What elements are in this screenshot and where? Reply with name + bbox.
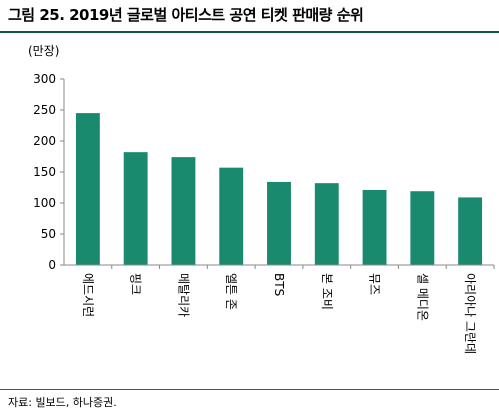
x-category-label: 핑크 [129, 273, 143, 295]
source-note: 자료: 빌보드, 하나증권. [8, 396, 117, 409]
x-category-label: 메탈리카 [176, 273, 190, 317]
chart-container: (만장) 0 50 100 150 200 250 300 에드시런 핑크 메탈리카 엘튼 존 BT… [0, 34, 499, 384]
x-category-label: BTS [272, 273, 286, 296]
bar [410, 191, 435, 265]
x-category-label: 셀 메디온 [415, 273, 429, 321]
bar [171, 157, 196, 265]
y-axis-ticks: 0 50 100 150 200 250 300 [33, 72, 64, 272]
x-category-label: 엘튼 존 [224, 273, 238, 310]
x-category-label: 뮤즈 [368, 273, 382, 295]
bar [314, 183, 339, 265]
bar-chart: (만장) 0 50 100 150 200 250 300 에드시런 핑크 메탈리카 엘튼 존 BT… [28, 44, 495, 354]
x-category-label: 아리아나 그란데 [463, 273, 477, 354]
y-tick-label: 150 [33, 165, 56, 179]
x-axis-labels: 에드시런 핑크 메탈리카 엘튼 존 BTS 본 조비 뮤즈 셀 메디온 아리아나 그란데 [81, 265, 495, 354]
bar [458, 197, 483, 265]
x-category-label: 본 조비 [320, 273, 334, 310]
bar [267, 181, 291, 265]
figure-title: 그림 25. 2019년 글로벌 아티스트 공연 티켓 판매량 순위 [8, 6, 364, 24]
bar [75, 113, 100, 265]
source-divider [0, 389, 499, 390]
figure-title-bar: 그림 25. 2019년 글로벌 아티스트 공연 티켓 판매량 순위 [0, 0, 499, 30]
bar [219, 167, 244, 265]
y-tick-label: 100 [33, 196, 56, 210]
y-tick-label: 250 [33, 103, 56, 117]
y-axis-unit-label: (만장) [28, 44, 59, 58]
y-tick-label: 0 [48, 258, 56, 272]
y-tick-label: 200 [33, 134, 56, 148]
bars-group [75, 113, 483, 265]
y-tick-label: 50 [41, 227, 56, 241]
title-divider [0, 31, 499, 33]
bar [123, 152, 148, 265]
y-tick-label: 300 [33, 72, 56, 86]
x-category-label: 에드시런 [81, 273, 95, 317]
bar [362, 189, 387, 265]
